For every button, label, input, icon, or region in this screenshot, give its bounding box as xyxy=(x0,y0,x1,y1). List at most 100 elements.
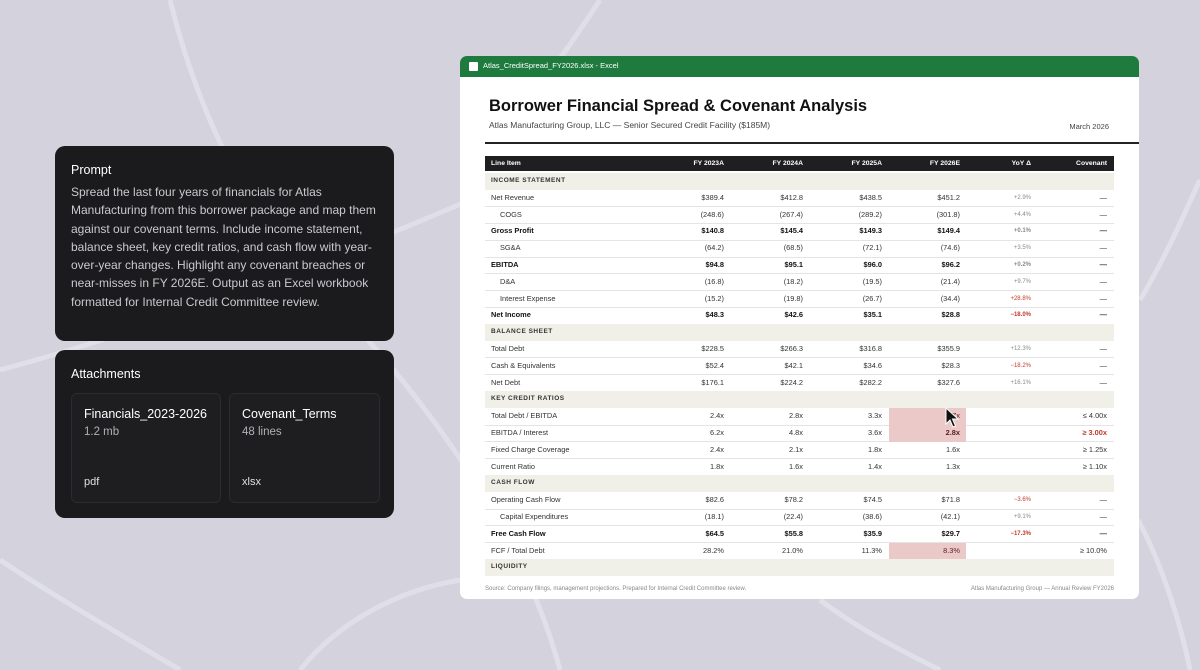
cell-value: — xyxy=(1099,310,1107,320)
cell-value: $355.9 xyxy=(937,344,960,353)
cell-value: $42.1 xyxy=(784,360,804,370)
cell-value: 2.1x xyxy=(789,444,803,454)
section-label: CASH FLOW xyxy=(491,479,535,487)
cell-value: — xyxy=(1099,512,1107,521)
cell-value: (301.8) xyxy=(936,209,960,219)
cell-value: 2.4x xyxy=(710,411,724,421)
header-row xyxy=(485,156,1114,171)
line-item: Total Debt xyxy=(491,344,525,353)
cell-value: −18.2% xyxy=(1010,362,1031,369)
cell-value: 3.6x xyxy=(868,428,882,437)
cell-value: (22.4) xyxy=(783,512,803,521)
cell-value: $64.5 xyxy=(705,528,725,538)
title-rule xyxy=(485,142,1139,144)
cell-value: — xyxy=(1099,276,1107,286)
cell-value: (74.6) xyxy=(940,243,960,253)
cell-value: $149.3 xyxy=(859,226,882,236)
footer-left: Source: Company filings, management proj… xyxy=(485,586,747,592)
attachment-tile[interactable]: Financials_2023-2026 1.2 mb pdf xyxy=(71,393,221,503)
file-type: pdf xyxy=(84,476,100,488)
row-divider xyxy=(485,222,1114,224)
attachments-card: Attachments Financials_2023-2026 1.2 mb … xyxy=(55,350,394,518)
column-header: Line Item xyxy=(491,160,521,167)
cell-value: 1.8x xyxy=(868,444,882,454)
line-item: FCF / Total Debt xyxy=(491,545,545,555)
row-divider xyxy=(485,290,1114,291)
column-header: FY 2024A xyxy=(772,160,803,167)
cell-value: — xyxy=(1099,260,1107,269)
highlight-cell xyxy=(889,542,966,560)
file-name: Financials_2023-2026 xyxy=(84,407,208,421)
section-label: BALANCE SHEET xyxy=(491,328,553,336)
cell-value: ≥ 1.25x xyxy=(1082,444,1107,454)
line-item: EBITDA / Interest xyxy=(491,428,549,437)
line-item: Net Debt xyxy=(491,377,521,387)
section-row xyxy=(485,391,1114,409)
cell-value: (34.4) xyxy=(940,293,960,303)
cell-value: 2.8x xyxy=(945,428,960,437)
file-size: 1.2 mb xyxy=(84,426,120,438)
cell-value: 1.4x xyxy=(868,461,882,471)
cell-value: (64.2) xyxy=(704,243,724,253)
row-divider xyxy=(485,542,1114,543)
cell-value: (248.6) xyxy=(700,209,724,219)
excel-icon xyxy=(469,62,478,71)
cell-value: +4.4% xyxy=(1013,211,1031,218)
line-item: SG&A xyxy=(500,243,521,253)
cell-value: ≥ 10.0% xyxy=(1079,545,1107,555)
cell-value: 1.8x xyxy=(710,461,724,471)
sheet-date: March 2026 xyxy=(1069,122,1109,131)
cell-value: 11.3% xyxy=(861,545,882,555)
cell-value: $412.8 xyxy=(780,192,803,202)
cell-value: $74.5 xyxy=(863,495,883,505)
row-divider xyxy=(485,306,1114,308)
cell-value: 1.6x xyxy=(946,444,960,454)
section-label: KEY CREDIT RATIOS xyxy=(491,395,565,403)
line-item: Fixed Charge Coverage xyxy=(491,444,570,454)
cell-value: $389.4 xyxy=(701,192,724,202)
section-row xyxy=(485,324,1114,341)
cell-value: $29.7 xyxy=(941,528,961,538)
cell-value: $42.6 xyxy=(784,310,804,320)
cell-value: $145.4 xyxy=(780,226,803,236)
cell-value: — xyxy=(1099,495,1107,505)
column-header: FY 2025A xyxy=(851,160,882,167)
line-item: Total Debt / EBITDA xyxy=(491,411,558,421)
cell-value: (289.2) xyxy=(858,209,882,219)
cell-value: — xyxy=(1099,226,1107,236)
file-name: Covenant_Terms xyxy=(242,407,337,421)
cell-value: (72.1) xyxy=(862,243,882,253)
cell-value: 2.8x xyxy=(789,411,803,421)
row-divider xyxy=(485,273,1114,274)
attachment-tile[interactable]: Covenant_Terms 48 lines xlsx xyxy=(229,393,380,503)
cell-value: +28.8% xyxy=(1010,295,1031,302)
cell-value: $78.2 xyxy=(784,495,804,505)
cell-value: $71.8 xyxy=(941,495,961,505)
row-divider xyxy=(485,390,1114,392)
cell-value: (18.1) xyxy=(704,512,724,521)
sheet-subtitle: Atlas Manufacturing Group, LLC — Senior … xyxy=(489,120,771,130)
cell-value: 21.0% xyxy=(782,545,803,555)
cell-value: −3.6% xyxy=(1013,497,1031,504)
row-divider xyxy=(485,474,1114,476)
cell-value: (18.2) xyxy=(783,276,803,286)
cell-value: — xyxy=(1099,377,1107,387)
line-item: Net Revenue xyxy=(491,192,535,202)
attachments-title: Attachments xyxy=(71,367,141,381)
column-header: FY 2026E xyxy=(929,160,960,167)
cell-value: (42.1) xyxy=(940,512,960,521)
file-size: 48 lines xyxy=(242,426,282,438)
row-divider xyxy=(485,525,1114,526)
cell-value: 2.4x xyxy=(710,444,724,454)
line-item: Capital Expenditures xyxy=(500,512,569,521)
cell-value: 3.3x xyxy=(868,411,882,421)
cell-value: $55.8 xyxy=(784,528,804,538)
cell-value: +16.1% xyxy=(1010,379,1031,386)
cell-value: +9.1% xyxy=(1013,514,1031,520)
row-divider xyxy=(485,206,1114,207)
title-bar: Atlas_CreditSpread_FY2026.xlsx - Excel xyxy=(460,56,1139,77)
line-item: COGS xyxy=(500,209,522,219)
cell-value: 1.3x xyxy=(946,461,960,471)
cell-value: ≤ 4.00x xyxy=(1082,411,1107,421)
